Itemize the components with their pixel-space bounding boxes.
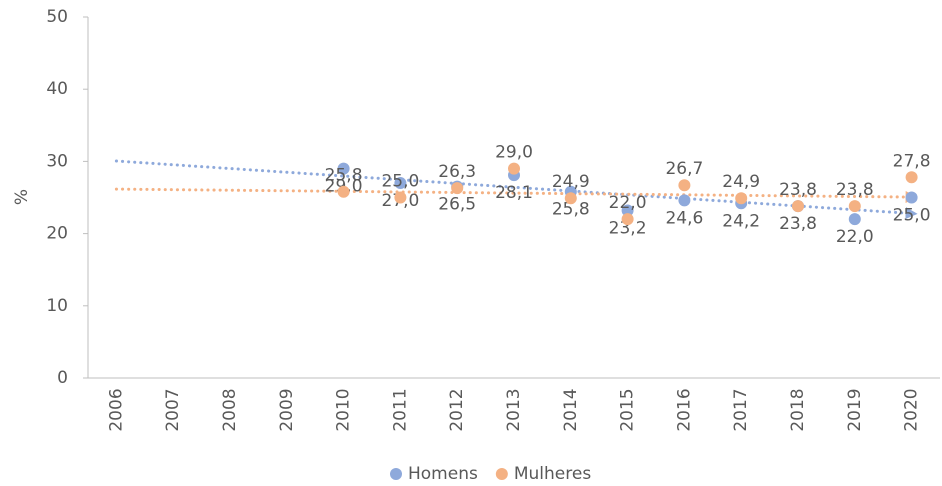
trendline [114, 187, 918, 204]
data-point [905, 171, 918, 184]
data-label: 23,8 [779, 214, 817, 234]
data-label: 22,0 [609, 193, 647, 213]
y-axis-label: % [12, 189, 32, 205]
data-point [678, 194, 691, 207]
data-point [848, 200, 861, 213]
data-label: 25,0 [893, 206, 931, 226]
y-tick-label: 50 [46, 7, 68, 27]
data-label: 29,0 [495, 143, 533, 163]
y-tick-label: 10 [46, 296, 68, 316]
legend-marker [390, 468, 402, 480]
data-point [394, 177, 407, 190]
x-tick-label: 2006 [106, 388, 126, 431]
data-label: 24,6 [665, 208, 703, 228]
y-tick-label: 30 [46, 151, 68, 171]
x-tick-label: 2020 [902, 388, 922, 431]
data-point [508, 162, 520, 175]
x-tick-label: 2015 [618, 388, 638, 431]
data-label: 24,2 [722, 211, 760, 231]
x-tick-label: 2013 [504, 388, 524, 431]
y-tick-label: 40 [46, 79, 68, 99]
trendline [114, 159, 918, 220]
x-tick-label: 2007 [163, 388, 183, 431]
data-point [678, 179, 691, 192]
x-tick-label: 2012 [447, 388, 467, 431]
data-label: 24,9 [552, 172, 590, 192]
data-label: 25,8 [325, 166, 363, 186]
data-point [621, 213, 634, 226]
data-label: 23,8 [779, 180, 817, 200]
x-tick-label: 2010 [334, 388, 354, 431]
data-point [792, 200, 804, 213]
data-label: 28,1 [495, 183, 533, 203]
data-point [451, 182, 464, 195]
x-tick-label: 2016 [674, 388, 694, 431]
x-tick-label: 2008 [220, 388, 240, 431]
data-label: 25,0 [381, 172, 419, 192]
data-point [735, 192, 748, 205]
data-point [621, 204, 634, 217]
legend-label: Mulheres [514, 464, 591, 484]
x-tick-label: 2018 [788, 388, 808, 431]
legend-marker [495, 468, 508, 480]
data-point [905, 191, 918, 204]
data-point [394, 191, 407, 204]
data-point [337, 185, 350, 198]
x-tick-label: 2017 [731, 388, 751, 431]
y-tick-label: 20 [46, 224, 68, 244]
x-tick-label: 2014 [561, 388, 581, 431]
data-label: 26,7 [665, 159, 703, 179]
x-tick-label: 2009 [277, 388, 297, 431]
x-tick-label: 2011 [390, 388, 410, 431]
data-label: 26,3 [438, 162, 476, 182]
data-label: 24,9 [722, 172, 760, 192]
y-tick-label: 0 [57, 368, 68, 388]
data-label: 23,2 [609, 218, 647, 238]
data-point [564, 192, 577, 205]
data-label: 22,0 [836, 227, 874, 247]
data-label: 27,8 [893, 151, 931, 171]
legend-label: Homens [408, 464, 478, 484]
data-label: 25,8 [552, 200, 590, 220]
data-point [337, 162, 350, 175]
x-tick-label: 2019 [845, 388, 865, 431]
data-label: 26,5 [438, 195, 476, 215]
data-label: 23,8 [836, 180, 874, 200]
data-point [848, 213, 861, 226]
